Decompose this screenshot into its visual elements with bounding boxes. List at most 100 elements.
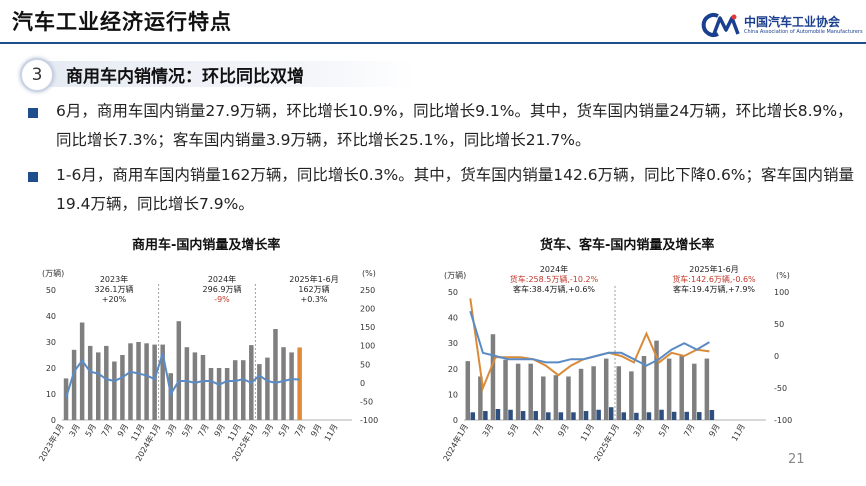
x-tick-label: 5月 [506, 423, 520, 439]
chart-annotation: +20% [102, 295, 127, 304]
bus-sales-bar [697, 412, 702, 420]
x-tick-label: 9月 [556, 423, 570, 439]
bus-sales-bar [646, 412, 652, 420]
truck-sales-bar [666, 358, 672, 420]
sales-bar [152, 344, 157, 420]
truck-sales-bar [654, 340, 659, 420]
sales-bar [265, 357, 270, 420]
x-tick-label: 7月 [531, 423, 545, 439]
truck-sales-bar [490, 334, 496, 420]
chart2-truck-bus-sales: (万辆) (%) 0 10 20 30 40 50 -100 -50 0 50 100 2024年1月 3月… [441, 264, 793, 463]
sales-bar [112, 361, 117, 420]
chart-annotation: 2024年 [540, 264, 568, 274]
right-tick-label: 50 [774, 320, 784, 329]
truck-sales-bar [679, 356, 684, 420]
truck-sales-bar [553, 375, 559, 420]
sales-bar [208, 368, 214, 420]
chart-annotation: 2025年1-6月 [689, 264, 738, 274]
sales-bar [192, 352, 198, 420]
chart-annotation: 客车:38.4万辆,+0.6% [513, 284, 595, 294]
sales-bar [297, 347, 302, 420]
x-tick-label: 7月 [293, 423, 307, 439]
x-tick-label: 5月 [657, 423, 671, 439]
x-tick-label: 3月 [164, 423, 178, 439]
sales-bar [184, 347, 190, 420]
bus-sales-bar [583, 411, 589, 420]
x-tick-label: 5月 [84, 423, 98, 439]
x-tick-label: 7月 [682, 423, 696, 439]
bus-sales-bar [709, 410, 715, 420]
caam-logo: 中国汽车工业协会 China Association of Automobile… [700, 10, 863, 40]
left-tick-label: 0 [51, 416, 56, 425]
left-tick-label: 40 [46, 312, 56, 321]
left-tick-label: 20 [448, 365, 458, 374]
bus-sales-bar [546, 412, 551, 420]
sales-bar [144, 343, 149, 420]
x-tick-label: 2025年1月 [592, 422, 621, 463]
sales-bar [136, 342, 141, 420]
sales-bar [224, 368, 230, 420]
section-title: 商用车内销情况：环比同比双增 [66, 67, 304, 87]
page-title: 汽车工业经济运行特点 [12, 10, 232, 34]
left-tick-label: 50 [46, 286, 56, 295]
left-tick-label: 10 [46, 390, 56, 399]
right-tick-label: -100 [774, 416, 792, 425]
bus-sales-bar [621, 412, 627, 420]
x-tick-label: 9月 [707, 423, 721, 439]
section-number-badge: 3 [20, 58, 54, 92]
caam-logo-icon [701, 13, 740, 37]
sales-bar [289, 352, 294, 420]
x-tick-label: 7月 [196, 423, 210, 439]
sales-bar [79, 322, 85, 420]
right-axis-unit: (%) [362, 269, 376, 278]
bus-sales-bar [659, 409, 664, 420]
bus-sales-bar [533, 411, 538, 420]
bus-sales-bar [671, 411, 677, 420]
x-tick-label: 9月 [213, 423, 227, 439]
right-tick-label: 250 [360, 286, 375, 295]
x-tick-label: 3月 [68, 423, 82, 439]
chart-annotation: 2024年 [208, 274, 236, 284]
title-divider [0, 42, 866, 44]
truck-sales-bar [528, 363, 533, 420]
truck-sales-bar [616, 366, 622, 420]
left-tick-label: 10 [448, 390, 458, 399]
x-tick-label: 5月 [180, 423, 194, 439]
sales-bar [216, 368, 222, 420]
chart-annotation: 2025年1-6月 [289, 274, 338, 284]
chart-annotation: -9% [214, 295, 230, 304]
sales-bar [96, 352, 101, 420]
bus-sales-bar [684, 411, 689, 420]
bullet-paragraph: 1-6月，商用车国内销量162万辆，同比增长0.3%。其中，货车国内销量142.… [56, 166, 855, 213]
sales-bar [257, 364, 262, 420]
left-tick-label: 30 [46, 338, 56, 347]
bus-sales-bar [508, 409, 513, 420]
left-tick-label: 20 [46, 364, 56, 373]
truck-sales-bar [591, 366, 596, 420]
truck-sales-bar [603, 358, 609, 420]
truck-sales-bar [465, 361, 471, 420]
page-number: 21 [788, 452, 805, 467]
right-tick-label: 0 [774, 352, 779, 361]
bus-sales-bar [608, 407, 614, 420]
right-tick-label: 200 [360, 305, 375, 314]
chart-annotation: 货车:142.6万辆,-0.6% [672, 274, 756, 284]
logo-english-name: China Association of Automobile Manufact… [744, 29, 863, 35]
chart1-commercial-vehicle-sales: (万辆) (%) 0 10 20 30 40 50 -100 -50 0 50 100 150 200 250… [36, 268, 378, 463]
sales-bar [87, 345, 93, 420]
truck-sales-bar [578, 368, 584, 420]
truck-sales-bar [515, 363, 521, 420]
chart-annotation: 296.9万辆 [203, 284, 242, 294]
right-tick-label: -50 [774, 384, 787, 393]
sales-bar [128, 343, 133, 420]
right-tick-label: -100 [360, 416, 378, 425]
left-axis-unit: (万辆) [42, 268, 64, 278]
logo-chinese-name: 中国汽车工业协会 [744, 15, 841, 29]
chart2-title: 货车、客车-国内销量及增长率 [540, 238, 715, 253]
sales-bar [281, 347, 286, 420]
truck-sales-bar [704, 358, 710, 420]
sales-bar [232, 360, 238, 420]
x-tick-label: 11月 [579, 423, 596, 443]
truck-sales-bar [566, 376, 571, 420]
bullet-square-icon [28, 172, 38, 182]
